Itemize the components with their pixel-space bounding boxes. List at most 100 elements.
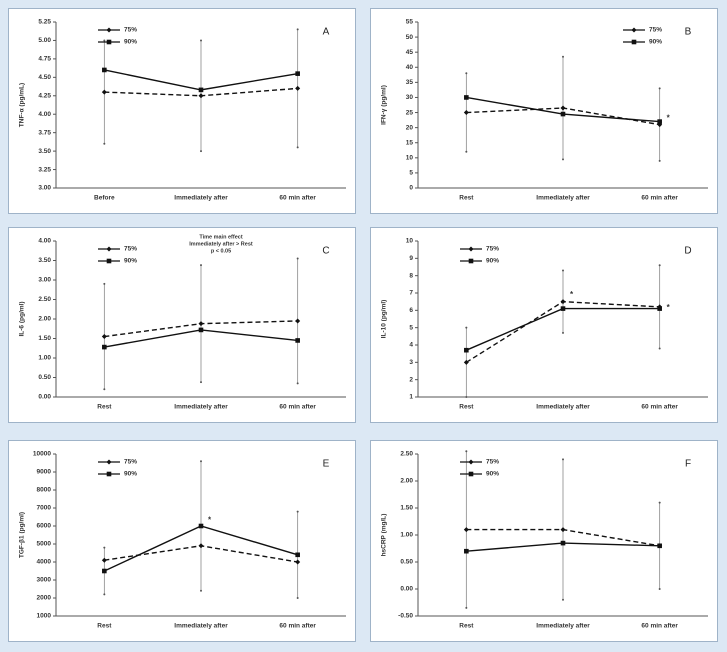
legend-marker	[106, 258, 112, 264]
legend-label: 90%	[124, 471, 137, 478]
y-axis-label: TNF-α (pg/mL)	[19, 83, 26, 127]
x-tick-label: 60 min after	[641, 623, 678, 630]
point	[560, 105, 566, 111]
y-tick-label: 35	[406, 79, 414, 86]
y-tick-label: 2000	[37, 595, 52, 602]
point	[198, 543, 204, 549]
point	[102, 344, 107, 350]
y-tick-label: 20	[406, 124, 414, 131]
error-cap	[296, 28, 299, 31]
panel: 0 5 10 15 20 25 30 35 40 45 50 55 Rest Immediately af…	[370, 8, 718, 214]
panel-letter: D	[684, 246, 691, 257]
y-tick-label: 5	[409, 170, 413, 177]
y-tick-label: 5	[409, 324, 413, 331]
legend-label: 90%	[486, 471, 499, 478]
error-cap	[103, 142, 106, 145]
point	[560, 111, 566, 117]
y-tick-label: 4.00	[38, 238, 51, 245]
error-cap	[658, 159, 661, 162]
error-cap	[103, 546, 106, 549]
point	[295, 71, 300, 76]
y-tick-label: 10000	[33, 451, 51, 458]
error-cap	[200, 150, 202, 153]
y-tick-label: 4.25	[38, 92, 51, 99]
legend-label: 90%	[124, 258, 137, 265]
legend-marker	[631, 39, 637, 45]
annotation: *	[667, 114, 671, 123]
y-axis-label: IFN-γ (pg/ml)	[381, 85, 388, 125]
panel: -0.50 0.00 0.50 1.00 1.50 2.00 2.50 Rest Immedia…	[370, 440, 718, 642]
point	[463, 527, 469, 533]
x-tick-label: 60 min after	[279, 404, 316, 411]
y-tick-label: 7000	[37, 505, 52, 512]
error-cap	[296, 510, 299, 513]
y-tick-label: 8000	[37, 487, 52, 494]
y-tick-label: 9	[409, 255, 413, 262]
y-tick-label: 5000	[37, 541, 52, 548]
x-tick-label: Immediately after	[536, 404, 590, 411]
point	[198, 321, 204, 327]
error-cap	[562, 55, 564, 58]
y-tick-label: 4	[409, 342, 413, 349]
point	[657, 543, 662, 549]
y-tick-label: 8	[409, 272, 413, 279]
legend-marker	[468, 471, 474, 477]
annotation: *	[208, 516, 212, 525]
x-tick-label: Immediately after	[174, 195, 228, 202]
y-tick-label: 4.50	[38, 74, 51, 81]
y-tick-label: 40	[406, 64, 414, 71]
y-tick-label: 3.50	[38, 148, 51, 155]
panel: 1000 2000 3000 4000 5000 6000 7000 8000 9000 1000…	[8, 440, 356, 642]
legend-marker	[468, 459, 474, 465]
x-tick-label: Before	[94, 195, 115, 202]
y-tick-label: 6	[409, 307, 413, 314]
error-cap	[200, 39, 202, 42]
y-tick-label: 1.50	[38, 335, 51, 342]
point	[464, 347, 469, 353]
y-tick-label: -0.50	[398, 613, 413, 620]
point	[295, 559, 301, 565]
y-tick-label: 45	[406, 49, 414, 56]
annotation: *	[570, 290, 574, 299]
y-tick-label: 5.00	[38, 37, 51, 44]
legend-label: 90%	[486, 258, 499, 265]
error-cap	[200, 264, 202, 267]
error-cap	[296, 257, 299, 260]
point	[295, 318, 301, 324]
error-cap	[465, 606, 468, 609]
error-cap	[103, 282, 106, 285]
panel-letter: A	[323, 27, 330, 38]
legend-marker	[468, 258, 474, 264]
point	[560, 299, 566, 305]
y-tick-label: 10	[406, 155, 414, 162]
y-tick-label: 2.00	[400, 478, 413, 485]
error-cap	[562, 331, 564, 334]
y-tick-label: 5.25	[38, 19, 51, 26]
y-tick-label: 55	[406, 19, 414, 26]
y-tick-label: 0.50	[38, 374, 51, 381]
legend-label: 75%	[124, 27, 137, 34]
error-cap	[465, 326, 468, 329]
error-cap	[296, 597, 299, 599]
point	[101, 557, 107, 563]
point	[560, 527, 566, 533]
y-tick-label: 1.00	[38, 355, 51, 362]
y-tick-label: 2	[409, 376, 413, 383]
point	[657, 119, 662, 124]
y-tick-label: 3000	[37, 577, 52, 584]
y-tick-label: 15	[406, 139, 414, 146]
error-cap	[658, 501, 661, 504]
y-tick-label: 0.00	[38, 394, 51, 401]
y-tick-label: 4000	[37, 559, 52, 566]
x-tick-label: Rest	[459, 404, 474, 411]
error-cap	[296, 382, 299, 385]
error-cap	[103, 593, 106, 596]
panel-frame	[370, 440, 718, 642]
y-tick-label: 1	[409, 394, 413, 401]
error-cap	[658, 347, 661, 350]
y-axis-label: hsCRP (mg/L)	[381, 514, 388, 557]
y-tick-label: 0.50	[400, 559, 413, 566]
y-tick-label: 2.50	[38, 296, 51, 303]
y-tick-label: 3.00	[38, 185, 51, 192]
